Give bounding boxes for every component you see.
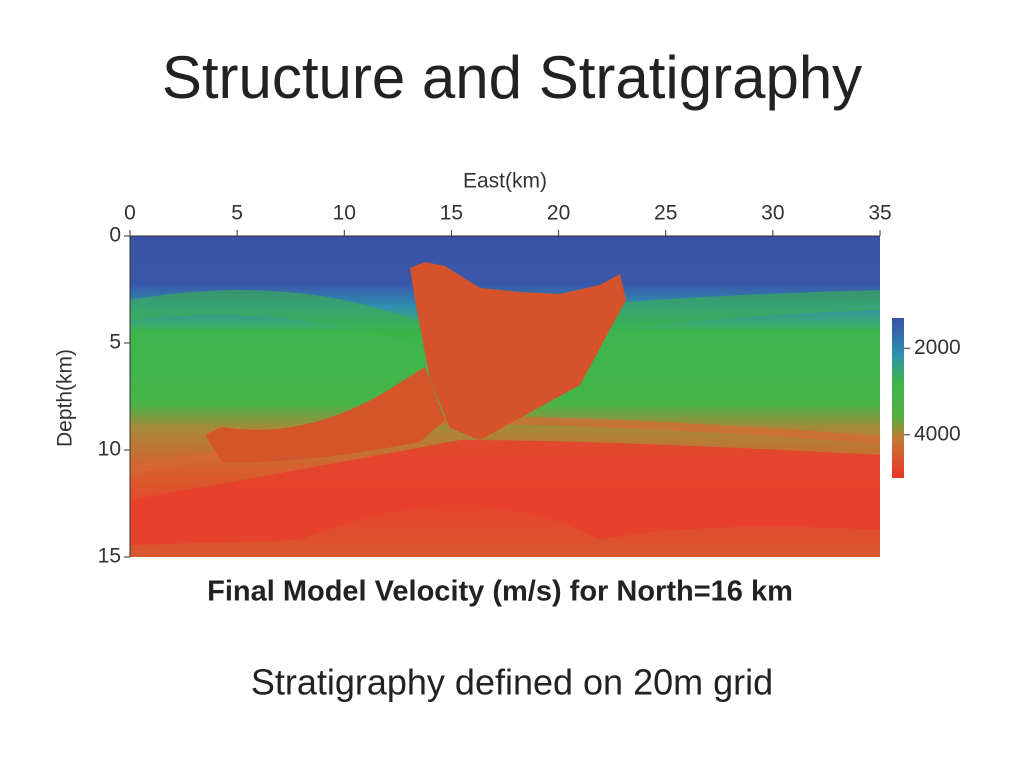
velocity-image — [129, 236, 881, 557]
slide-subtitle: Stratigraphy defined on 20m grid — [251, 662, 773, 703]
x-tick-label: 5 — [231, 202, 243, 225]
ticks: 0 5 10 15 20 25 30 35 0 5 10 15 2000 4000 — [98, 202, 961, 568]
x-tick-label: 20 — [547, 202, 570, 225]
colorbar-tick-label: 2000 — [914, 336, 961, 359]
x-tick-label: 0 — [124, 202, 136, 225]
figure-caption: Final Model Velocity (m/s) for North=16 … — [207, 576, 793, 608]
y-tick-label: 10 — [98, 438, 121, 461]
y-tick-label: 5 — [109, 331, 121, 354]
y-axis-label: Depth(km) — [54, 349, 77, 447]
x-tick-label: 10 — [333, 202, 356, 225]
x-tick-label: 15 — [440, 202, 463, 225]
x-axis-label: East(km) — [463, 170, 547, 193]
colorbar-tick-label: 4000 — [914, 422, 961, 445]
x-tick-label: 25 — [654, 202, 677, 225]
x-tick-label: 30 — [761, 202, 784, 225]
y-tick-label: 15 — [98, 545, 121, 568]
x-tick-label: 35 — [868, 202, 891, 225]
y-tick-label: 0 — [109, 224, 121, 247]
colorbar — [892, 318, 904, 478]
slide-title: Structure and Stratigraphy — [162, 44, 862, 111]
